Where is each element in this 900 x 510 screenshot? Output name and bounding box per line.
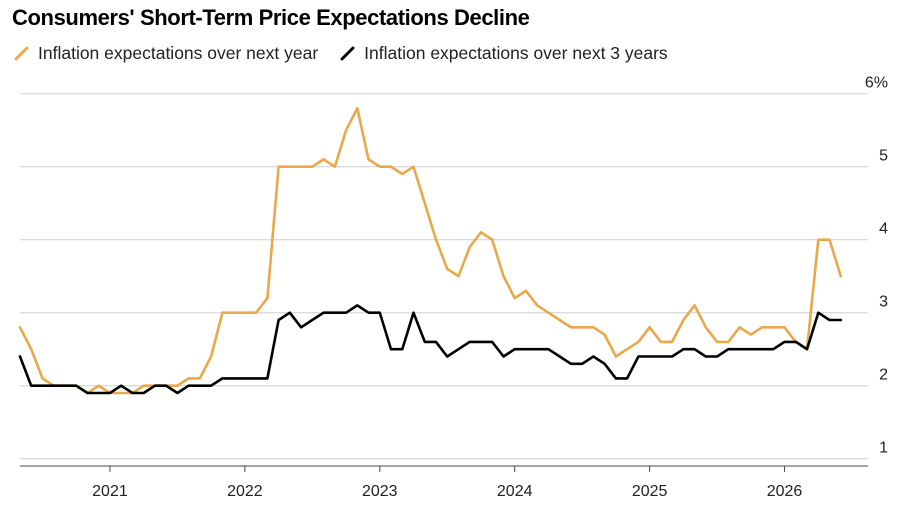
legend-swatch-next-year: [14, 46, 29, 61]
legend-item-next-year: Inflation expectations over next year: [14, 43, 318, 64]
chart-legend: Inflation expectations over next year In…: [14, 43, 690, 64]
gridlines: [20, 93, 868, 460]
chart-title: Consumers' Short-Term Price Expectations…: [12, 5, 530, 30]
x-tick-label: 2021: [92, 483, 128, 500]
x-tick-label: 2024: [497, 483, 533, 500]
legend-label-next-year: Inflation expectations over next year: [38, 43, 319, 63]
x-tick-label: 2023: [362, 483, 398, 500]
series-line-next-year: [18, 107, 843, 395]
x-tick-label: 2025: [632, 483, 668, 500]
y-tick-label: 1: [879, 440, 888, 457]
y-tick-label: 5: [879, 148, 888, 165]
y-tick-label: 4: [879, 221, 888, 238]
x-tick-label: 2022: [227, 483, 263, 500]
y-axis-labels: 1 2 3 4 5 6%: [865, 75, 888, 457]
legend-swatch-line-next-3-years: [340, 46, 355, 61]
series-line-next-3-years: [18, 304, 843, 395]
legend-label-next-3-years: Inflation expectations over next 3 years: [364, 43, 668, 63]
y-tick-label: 6%: [865, 75, 888, 92]
x-axis: [20, 465, 868, 472]
series-lines: [18, 107, 843, 395]
legend-swatch-line-next-year: [14, 46, 29, 61]
y-tick-label: 3: [879, 294, 888, 311]
y-tick-label: 2: [879, 367, 888, 384]
x-tick-label: 2026: [767, 483, 803, 500]
legend-swatch-next-3-years: [340, 46, 355, 61]
x-axis-labels: 2021 2022 2023 2024 2025 2026: [92, 483, 802, 500]
legend-item-next-3-years: Inflation expectations over next 3 years: [340, 43, 668, 64]
